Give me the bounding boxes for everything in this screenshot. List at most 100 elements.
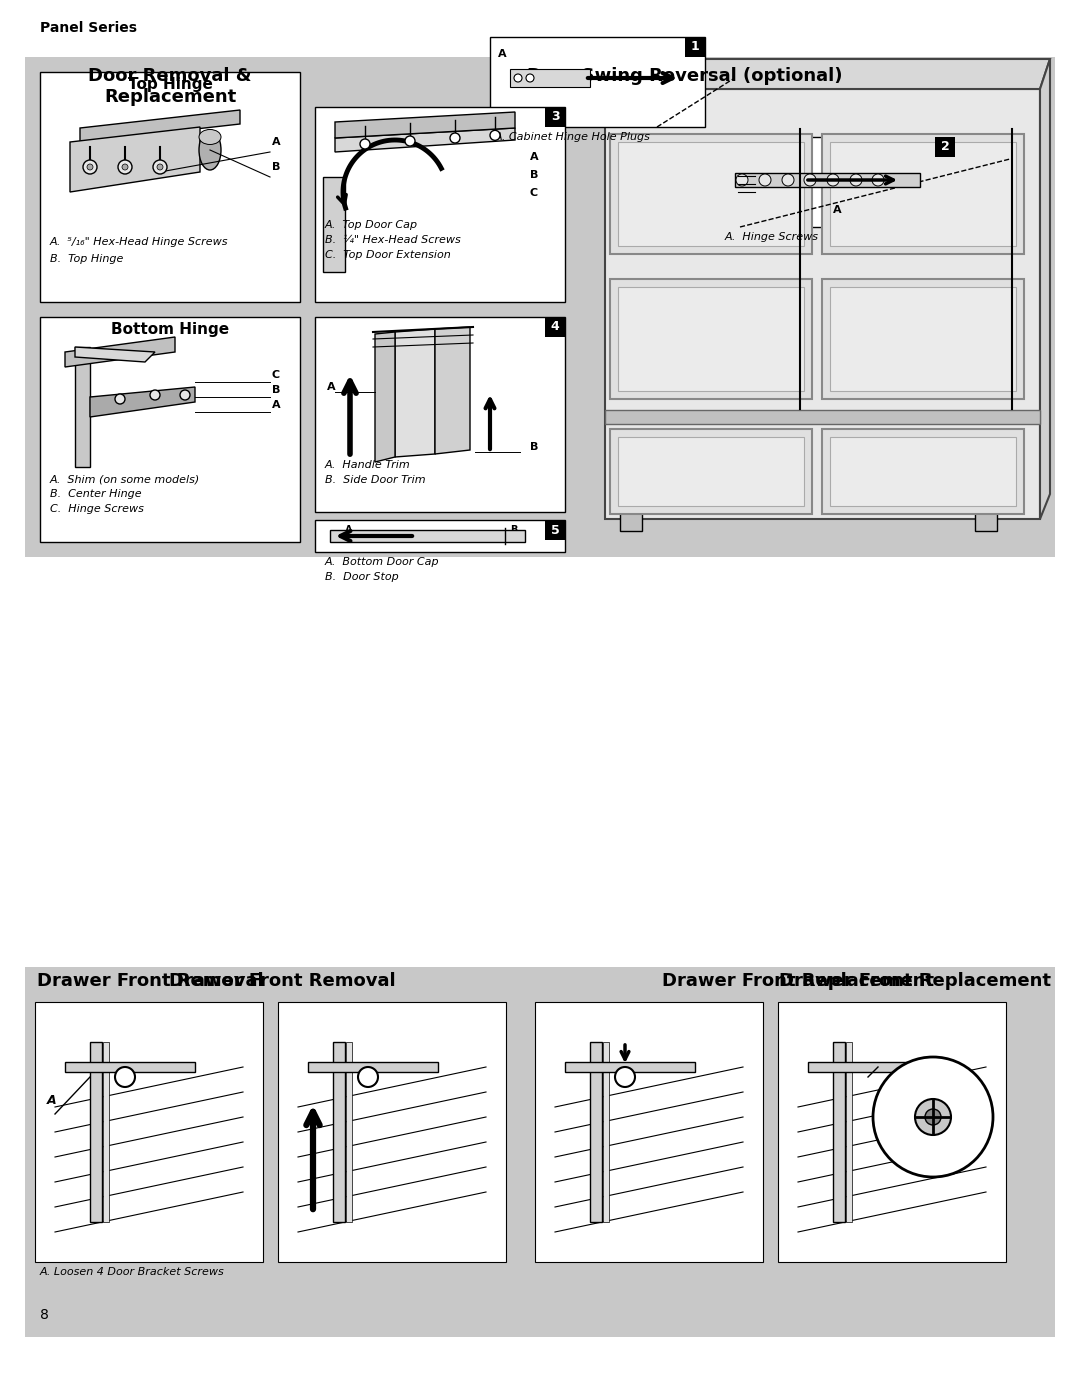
Text: 4: 4	[551, 320, 559, 334]
Bar	[618, 286, 804, 391]
Circle shape	[118, 161, 132, 175]
Bar	[603, 1042, 609, 1222]
Text: 3: 3	[551, 110, 559, 123]
Bar	[535, 1002, 762, 1261]
Text: A. Cabinet Hinge Hole Plugs: A. Cabinet Hinge Hole Plugs	[495, 131, 651, 142]
Bar	[35, 1002, 264, 1261]
Circle shape	[804, 175, 816, 186]
Bar	[831, 286, 1016, 391]
Bar	[40, 317, 300, 542]
Bar	[565, 1062, 696, 1071]
Polygon shape	[595, 59, 1050, 89]
Bar	[545, 317, 565, 337]
Text: 5: 5	[551, 524, 559, 536]
Text: 1: 1	[690, 41, 700, 53]
Bar	[831, 437, 1016, 506]
Text: Drawer Front Removal: Drawer Front Removal	[37, 972, 264, 990]
Circle shape	[87, 163, 93, 170]
Text: B.  Door Stop: B. Door Stop	[325, 571, 399, 583]
Text: Drawer Front Removal: Drawer Front Removal	[170, 972, 395, 990]
Circle shape	[157, 163, 163, 170]
Text: A: A	[345, 525, 352, 535]
Polygon shape	[335, 112, 515, 138]
Bar	[333, 1042, 345, 1222]
Text: Drawer Front Replacement: Drawer Front Replacement	[779, 972, 1051, 990]
Polygon shape	[80, 110, 240, 142]
Text: A: A	[327, 381, 336, 393]
Polygon shape	[75, 346, 156, 362]
Bar	[605, 89, 1040, 520]
Ellipse shape	[199, 130, 221, 144]
Text: B: B	[530, 170, 538, 180]
Text: B.  Side Door Trim: B. Side Door Trim	[325, 475, 426, 485]
Bar	[610, 429, 812, 514]
Polygon shape	[1040, 59, 1050, 520]
Circle shape	[526, 74, 534, 82]
Text: C.  Top Door Extension: C. Top Door Extension	[325, 250, 450, 260]
Polygon shape	[90, 387, 195, 416]
Bar	[25, 967, 1055, 1337]
Text: Top Hinge: Top Hinge	[127, 77, 213, 92]
Text: A.  Shim (on some models): A. Shim (on some models)	[50, 474, 200, 483]
Bar	[822, 429, 1024, 514]
Polygon shape	[375, 332, 395, 462]
Text: B.  Top Hinge: B. Top Hinge	[50, 254, 123, 264]
Circle shape	[782, 175, 794, 186]
Bar	[278, 1002, 507, 1261]
Text: A: A	[48, 1094, 56, 1106]
Bar	[590, 1042, 602, 1222]
Circle shape	[153, 161, 167, 175]
Bar	[545, 108, 565, 127]
Text: C: C	[272, 370, 280, 380]
Polygon shape	[335, 129, 515, 152]
Bar	[330, 529, 525, 542]
Polygon shape	[395, 330, 435, 457]
Circle shape	[114, 1067, 135, 1087]
Circle shape	[405, 136, 415, 147]
Bar	[65, 1062, 195, 1071]
Text: B.  ¼" Hex-Head Screws: B. ¼" Hex-Head Screws	[325, 235, 461, 244]
Text: C.  Hinge Screws: C. Hinge Screws	[50, 504, 144, 514]
Bar	[103, 1042, 109, 1222]
Bar	[618, 437, 804, 506]
Bar	[323, 177, 345, 272]
Text: C: C	[530, 189, 538, 198]
Bar	[545, 520, 565, 541]
Text: A: A	[833, 205, 841, 215]
Bar	[935, 137, 955, 156]
Bar	[735, 173, 920, 187]
Circle shape	[450, 133, 460, 142]
Circle shape	[360, 138, 370, 149]
Text: B: B	[272, 386, 281, 395]
Bar	[605, 409, 1040, 425]
Circle shape	[759, 175, 771, 186]
Bar	[720, 137, 955, 226]
Bar	[308, 1062, 438, 1071]
Bar	[618, 142, 804, 246]
Circle shape	[490, 130, 500, 140]
Bar	[0, 557, 1080, 967]
Circle shape	[850, 175, 862, 186]
Circle shape	[114, 394, 125, 404]
Text: B.  Center Hinge: B. Center Hinge	[50, 489, 141, 499]
Circle shape	[873, 1058, 993, 1178]
Bar	[610, 279, 812, 400]
Text: B: B	[530, 441, 538, 453]
Bar	[315, 108, 565, 302]
Bar	[685, 36, 705, 57]
Circle shape	[180, 390, 190, 400]
Bar	[975, 513, 997, 531]
Circle shape	[615, 1067, 635, 1087]
Bar	[25, 57, 1055, 557]
Bar	[90, 1042, 102, 1222]
Bar	[40, 73, 300, 302]
Bar	[778, 1002, 1005, 1261]
Text: B: B	[272, 162, 281, 172]
Bar	[510, 68, 590, 87]
Text: A: A	[272, 400, 281, 409]
Bar	[610, 134, 812, 254]
Circle shape	[827, 175, 839, 186]
Bar	[822, 134, 1024, 254]
Circle shape	[924, 1109, 941, 1125]
Text: Drawer Front Replacement: Drawer Front Replacement	[661, 972, 933, 990]
